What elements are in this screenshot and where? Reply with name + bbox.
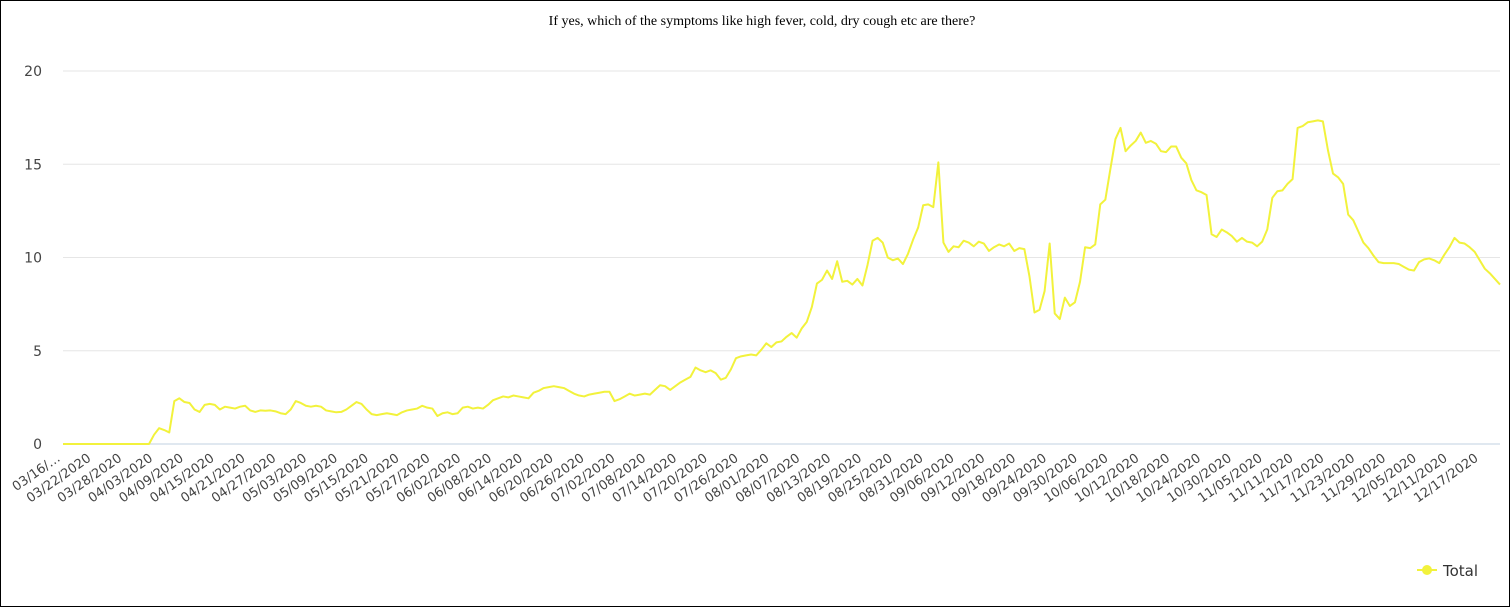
chart-title: If yes, which of the symptoms like high … bbox=[549, 14, 976, 29]
x-axis-ticks: 03/16/…03/22/202003/28/202004/03/202004/… bbox=[10, 451, 1482, 506]
y-tick-label: 5 bbox=[33, 344, 42, 360]
y-tick-label: 15 bbox=[24, 157, 42, 173]
y-tick-label: 20 bbox=[24, 64, 42, 80]
legend[interactable]: Total bbox=[1417, 562, 1478, 580]
legend-item-total[interactable]: Total bbox=[1442, 562, 1478, 580]
legend-swatch-marker bbox=[1422, 565, 1432, 575]
y-tick-label: 0 bbox=[33, 437, 42, 453]
y-tick-label: 10 bbox=[24, 251, 42, 267]
y-axis-ticks: 0 5 10 15 20 bbox=[24, 64, 42, 453]
series-line-total bbox=[63, 119, 1501, 445]
gridlines bbox=[63, 70, 1500, 352]
